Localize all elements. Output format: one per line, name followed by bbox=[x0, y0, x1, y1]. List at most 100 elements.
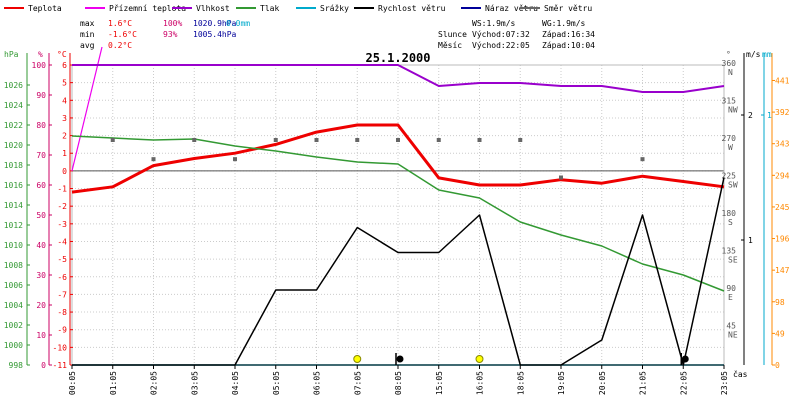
pressure-axis-tick-label: 1020 bbox=[4, 141, 23, 150]
temperature-axis-tick-label: -3 bbox=[57, 220, 67, 229]
stats-rain: 0.0mm bbox=[226, 19, 250, 28]
series-line-p-zemn-teplota bbox=[71, 46, 103, 172]
x-tick-label: 03:05 bbox=[190, 371, 199, 395]
stats-sun-rise: Východ:07:32 bbox=[472, 30, 530, 39]
direction-point bbox=[518, 138, 523, 142]
direction-axis-label: ° bbox=[726, 50, 731, 59]
x-tick-label: 15:05 bbox=[435, 371, 444, 395]
pressure-axis-tick-label: 1014 bbox=[4, 201, 23, 210]
chart-axes: 9981000100210041006100810101012101410161… bbox=[4, 50, 790, 370]
direction-point bbox=[273, 138, 278, 142]
stats-sun-set: Západ:16:34 bbox=[542, 30, 595, 39]
legend-label: Srážky bbox=[320, 4, 349, 13]
temperature-axis-tick-label: 2 bbox=[62, 132, 67, 141]
direction-compass-label: E bbox=[728, 293, 733, 302]
stats-wind-speed: WS:1.9m/s bbox=[472, 19, 516, 28]
direction-tick-label: 45 bbox=[726, 322, 736, 331]
legend-label: Náraz větru bbox=[485, 4, 538, 13]
pressure-axis-tick-label: 1026 bbox=[4, 81, 23, 90]
x-tick-label: 06:05 bbox=[313, 371, 322, 395]
pressure-axis-tick-label: 1000 bbox=[4, 341, 23, 350]
stats-moon-rise: Východ:22:05 bbox=[472, 41, 530, 50]
pressure-axis-tick-label: 1016 bbox=[4, 181, 23, 190]
rain-rate-axis-tick-label: 441 bbox=[775, 76, 790, 85]
temperature-axis-tick-label: 1 bbox=[62, 149, 67, 158]
direction-compass-label: SW bbox=[728, 181, 738, 190]
stats-row-label: min bbox=[80, 30, 95, 39]
direction-compass-label: N bbox=[728, 68, 733, 77]
temperature-axis-tick-label: -7 bbox=[57, 290, 67, 299]
temperature-axis-tick-label: -4 bbox=[57, 237, 67, 246]
x-tick-label: 01:05 bbox=[109, 371, 118, 395]
humidity-axis-tick-label: 0 bbox=[41, 361, 46, 370]
pressure-axis-tick-label: 1002 bbox=[4, 321, 23, 330]
gust-marker bbox=[396, 355, 404, 363]
direction-point bbox=[559, 175, 563, 180]
stats-temp: 0.2°C bbox=[108, 41, 132, 50]
stats-moon-set: Západ:10:04 bbox=[542, 41, 595, 50]
stats-humidity: 93% bbox=[163, 30, 178, 39]
temperature-axis-tick-label: -9 bbox=[57, 326, 67, 335]
pressure-axis-tick-label: 1022 bbox=[4, 121, 23, 130]
direction-tick-label: 315 bbox=[722, 97, 737, 106]
direction-point bbox=[314, 138, 319, 142]
direction-point bbox=[396, 138, 400, 142]
pressure-axis-tick-label: 998 bbox=[9, 361, 24, 370]
rain-axis-tick-label: 1 bbox=[767, 111, 772, 120]
x-tick-label: 05:05 bbox=[272, 371, 281, 395]
legend-label: Rychlost větru bbox=[378, 4, 446, 13]
x-tick-label: 08:05 bbox=[394, 371, 403, 395]
temperature-axis-tick-label: -6 bbox=[57, 273, 67, 282]
legend-label: Směr větru bbox=[544, 4, 592, 13]
stats-row-label: max bbox=[80, 19, 95, 28]
x-tick-label: 22:05 bbox=[679, 371, 688, 395]
direction-point bbox=[640, 157, 645, 162]
direction-point bbox=[151, 157, 156, 162]
direction-tick-label: 225 bbox=[722, 172, 737, 181]
pressure-axis-label: hPa bbox=[4, 50, 19, 59]
direction-tick-label: 180 bbox=[722, 209, 737, 218]
x-axis-label: čas bbox=[733, 369, 748, 379]
rain-rate-axis-tick-label: 49 bbox=[775, 329, 785, 338]
stats-pressure: 1005.4hPa bbox=[193, 30, 237, 39]
temperature-axis-label: °C bbox=[57, 50, 67, 59]
rain-rate-axis-tick-label: 294 bbox=[775, 171, 790, 180]
temperature-axis-tick-label: -1 bbox=[57, 185, 67, 194]
pressure-axis-tick-label: 1010 bbox=[4, 241, 23, 250]
series-line-teplota bbox=[71, 123, 725, 194]
direction-compass-label: S bbox=[728, 218, 733, 227]
direction-point bbox=[355, 138, 360, 142]
wind-axis-tick-label: 1 bbox=[748, 236, 753, 245]
rain-axis-label: mm bbox=[762, 50, 772, 59]
direction-tick-label: 360 bbox=[722, 59, 737, 68]
temperature-axis-tick-label: -8 bbox=[57, 308, 67, 317]
x-tick-label: 16:05 bbox=[476, 371, 485, 395]
temperature-axis-tick-label: -5 bbox=[57, 255, 67, 264]
chart-title: 25.1.2000 bbox=[365, 51, 430, 65]
stats-temp: 1.6°C bbox=[108, 19, 132, 28]
sun-marker bbox=[475, 355, 484, 363]
temperature-axis-tick-label: -2 bbox=[57, 202, 67, 211]
x-tick-label: 20:05 bbox=[598, 371, 607, 395]
rain-rate-axis-tick-label: 147 bbox=[775, 266, 790, 275]
stats-wind-gust: WG:1.9m/s bbox=[542, 19, 586, 28]
temperature-axis-tick-label: -11 bbox=[53, 361, 68, 370]
rain-rate-axis-tick-label: 392 bbox=[775, 108, 790, 117]
direction-compass-label: SE bbox=[728, 256, 738, 265]
humidity-axis-tick-label: 10 bbox=[36, 331, 46, 340]
legend-label: Přízemní teplota bbox=[109, 4, 186, 13]
temperature-axis-tick-label: 6 bbox=[62, 61, 67, 70]
humidity-axis-tick-label: 70 bbox=[36, 151, 46, 160]
humidity-axis-tick-label: 80 bbox=[36, 121, 46, 130]
legend-label: Teplota bbox=[28, 4, 62, 13]
temperature-axis-tick-label: -10 bbox=[53, 343, 68, 352]
direction-tick-label: 90 bbox=[726, 284, 736, 293]
x-tick-label: 19:05 bbox=[557, 371, 566, 395]
series-line-vlhkost bbox=[72, 64, 725, 93]
humidity-axis-tick-label: 100 bbox=[32, 61, 47, 70]
pressure-axis-tick-label: 1024 bbox=[4, 101, 23, 110]
humidity-axis-tick-label: 20 bbox=[36, 301, 46, 310]
temperature-axis-tick-label: 3 bbox=[62, 114, 67, 123]
